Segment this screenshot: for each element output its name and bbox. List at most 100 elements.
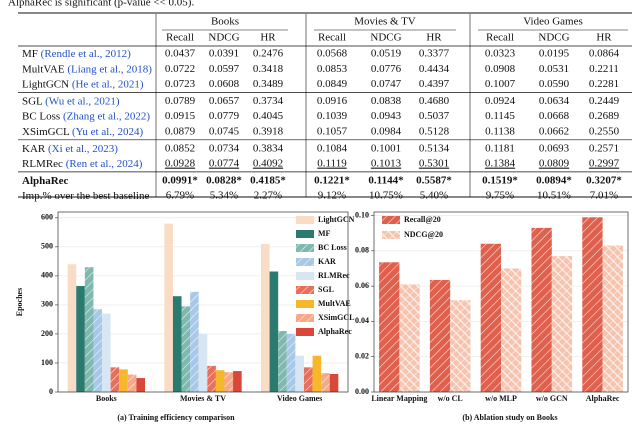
bar: [321, 373, 330, 392]
citation: (Rendle et al., 2012): [41, 48, 131, 60]
bar: [286, 333, 296, 392]
metric-header: Recall: [318, 32, 346, 44]
cell: 7.01%: [590, 190, 618, 202]
x-tick-label: AlphaRec: [586, 394, 620, 403]
cell: 0.1084: [317, 142, 348, 154]
legend-label: SGL: [318, 285, 334, 294]
cell: 0.0745: [209, 126, 240, 138]
cell: 0.2281: [589, 78, 619, 90]
plot-frame: [373, 211, 629, 393]
cell: 0.0597: [209, 63, 240, 75]
body-text: AlphaRec is significant (p-value << 0.05…: [8, 0, 194, 9]
cell: 0.0722: [165, 63, 195, 75]
cell: 0.1013: [371, 158, 402, 170]
legend-label: MultVAE: [318, 299, 351, 308]
y-tick-label: 0.06: [355, 281, 369, 290]
citation: (Yu et al., 2024): [72, 126, 144, 138]
cell: 0.0662: [539, 126, 569, 138]
cell: 0.0991*: [162, 174, 198, 186]
cell: 0.0693: [539, 142, 570, 154]
cell: 0.5128: [419, 126, 450, 138]
row-label: XSimGCL (Yu et al., 2024): [22, 126, 144, 138]
metric-header: HR: [596, 32, 612, 44]
metric-header: HR: [260, 32, 276, 44]
cell: 0.0391: [209, 48, 239, 60]
y-tick-label: 600: [41, 213, 53, 222]
cell: 0.1144*: [368, 174, 404, 186]
bar: [278, 331, 287, 392]
cell: 0.4185*: [250, 174, 286, 186]
results-table: Books Movies & TV Video Games Recall NDCG HR R…: [18, 12, 632, 202]
model-name: AlphaRec: [22, 174, 69, 186]
citation: (Liang et al., 2018): [67, 63, 152, 75]
cell: 0.2476: [253, 48, 284, 60]
cell: 0.1039: [317, 110, 348, 122]
cell: 0.0864: [589, 48, 620, 60]
cell: 0.3734: [253, 95, 284, 107]
citation: (He et al., 2021): [72, 78, 144, 90]
legend-label: BC Loss: [318, 243, 347, 252]
cell: 0.1007: [485, 78, 516, 90]
cell: 0.0734: [209, 142, 240, 154]
bar: [67, 264, 77, 392]
cell: 0.0852: [165, 142, 195, 154]
y-tick-label: 0.04: [355, 316, 369, 325]
cell: 0.2689: [589, 110, 620, 122]
cell: 0.3207*: [586, 174, 622, 186]
cell: 0.1119: [317, 158, 347, 170]
cell: 0.0943: [371, 110, 402, 122]
bar: [198, 333, 208, 392]
cell: 0.0668: [539, 110, 570, 122]
cell: 9.75%: [486, 190, 514, 202]
cell: 0.0195: [539, 48, 570, 60]
cell: 0.0776: [371, 63, 402, 75]
legend-swatch: [382, 216, 400, 224]
bar: [164, 223, 173, 392]
legend-label: MF: [318, 229, 331, 238]
cell: 0.0894*: [536, 174, 572, 186]
x-tick-label: Video Games: [277, 394, 322, 403]
x-tick-label: Books: [96, 394, 117, 403]
y-tick-label: 0.08: [355, 246, 369, 255]
metric-header: NDCG: [538, 32, 569, 44]
cell: 0.2211: [589, 63, 619, 75]
cell: 0.0747: [371, 78, 402, 90]
row-label: MultVAE (Liang et al., 2018): [22, 63, 152, 75]
bar: [295, 355, 304, 392]
group-header: Video Games: [523, 16, 583, 28]
bar: [190, 291, 199, 392]
model-name: KAR: [22, 142, 46, 154]
bar: [127, 374, 137, 392]
legend-label: AlphaRec: [318, 327, 352, 336]
x-tick-label: w/o MLP: [485, 394, 517, 403]
bar: [181, 306, 191, 392]
y-tick-label: 0.10: [355, 210, 369, 219]
bar: [399, 284, 420, 392]
cell: 0.2997: [589, 158, 620, 170]
plot-frame: [57, 211, 349, 393]
row-label: RLMRec (Ren et al., 2024): [22, 158, 143, 170]
cell: 0.0568: [317, 48, 348, 60]
legend-swatch: [296, 328, 314, 336]
cell: 0.0915: [165, 110, 196, 122]
bar: [429, 279, 451, 392]
cell: 0.1181: [485, 142, 515, 154]
cell: 0.3377: [419, 48, 450, 60]
bar: [379, 262, 400, 392]
cell: 0.1145: [485, 110, 515, 122]
cell: 0.1138: [485, 126, 515, 138]
cell: 0.0531: [539, 63, 569, 75]
cell: 6.79%: [166, 190, 194, 202]
y-tick-label: 300: [41, 300, 53, 309]
y-tick-label: 0.00: [355, 387, 369, 396]
y-axis-label: Epoches: [15, 288, 24, 316]
cell: 0.0657: [209, 95, 240, 107]
bar: [269, 271, 279, 392]
cell: 0.0916: [317, 95, 348, 107]
cell: 5.34%: [210, 190, 238, 202]
legend-swatch: [296, 258, 314, 266]
cell: 0.0828*: [206, 174, 242, 186]
row-label: Imp.% over the best baseline: [22, 190, 149, 202]
y-tick-label: 0.02: [355, 352, 369, 361]
